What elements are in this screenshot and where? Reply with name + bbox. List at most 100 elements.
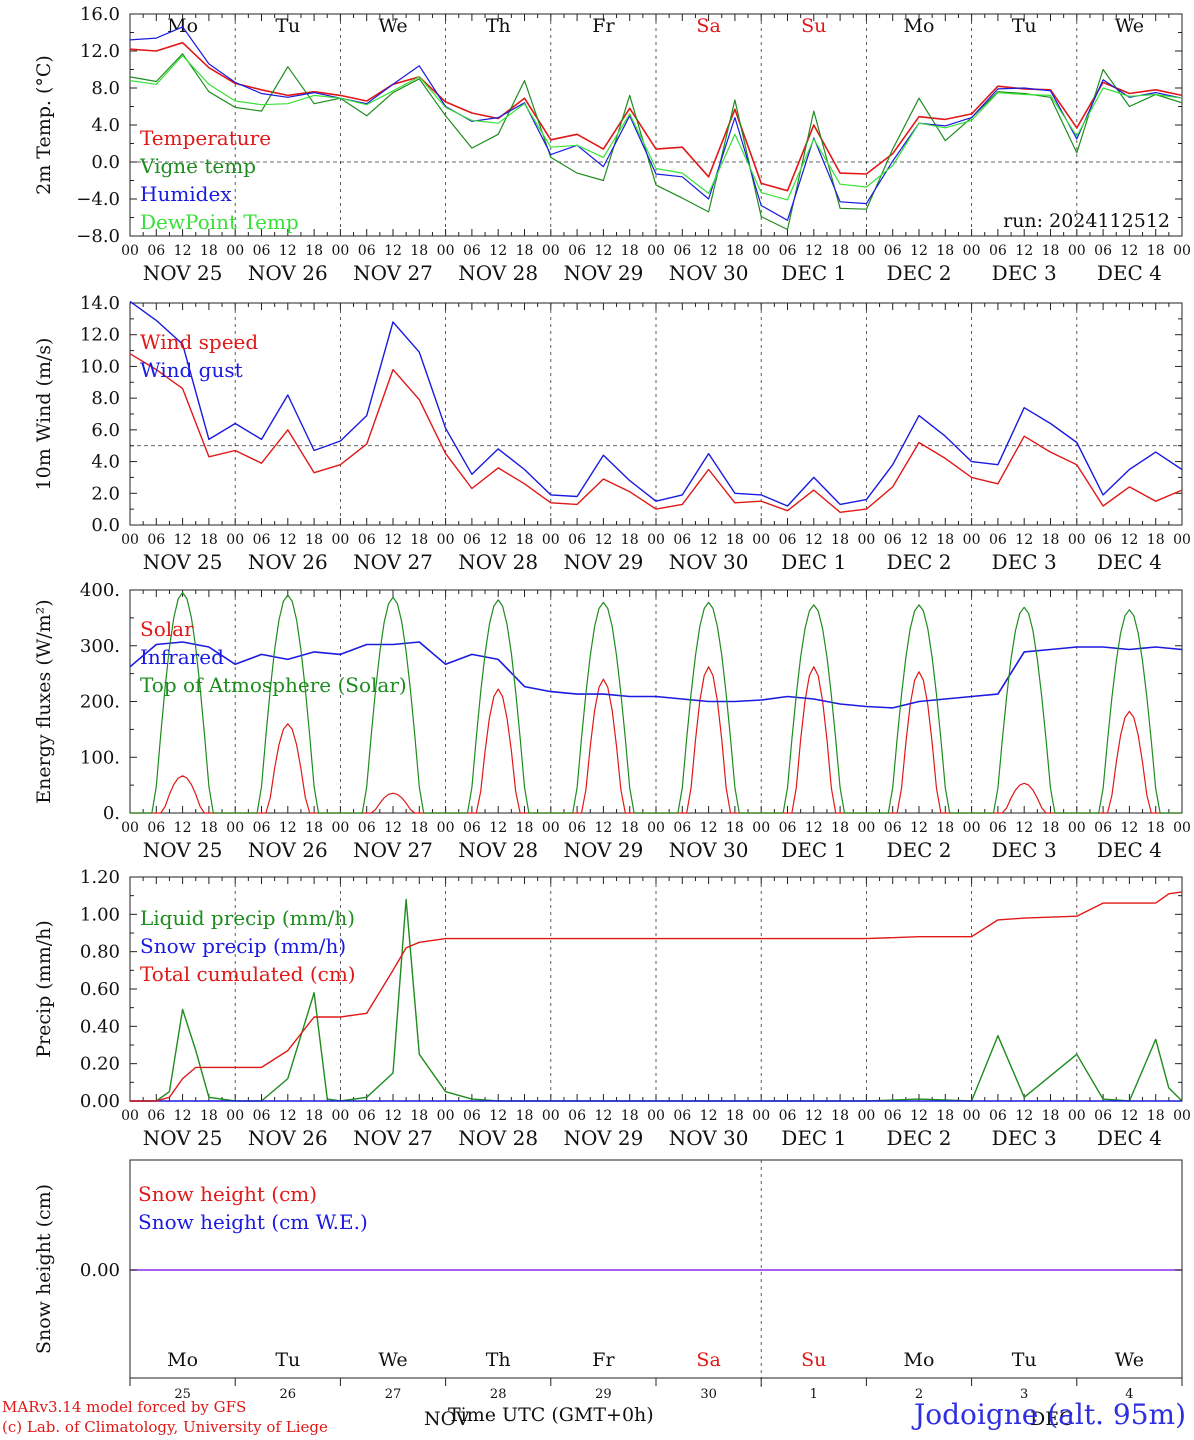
y-tick-label: −8.0 xyxy=(76,226,120,247)
x-hour-tick-label: 12 xyxy=(1015,1108,1033,1124)
day-number-label: 2 xyxy=(915,1387,923,1402)
x-hour-tick-label: 18 xyxy=(305,532,323,548)
x-hour-tick-label: 18 xyxy=(726,243,744,259)
x-hour-tick-label: 00 xyxy=(963,1108,981,1124)
x-hour-tick-label: 18 xyxy=(410,1108,428,1124)
x-hour-tick-label: 18 xyxy=(936,532,954,548)
x-hour-tick-label: 06 xyxy=(884,1108,902,1124)
x-hour-tick-label: 06 xyxy=(253,1108,271,1124)
weekday-label: We xyxy=(1115,15,1144,37)
x-hour-tick-label: 12 xyxy=(805,532,823,548)
x-hour-tick-label: 18 xyxy=(1042,532,1060,548)
y-tick-label: 1.00 xyxy=(80,904,120,925)
x-date-label: NOV 25 xyxy=(143,550,223,574)
day-number-label: 1 xyxy=(810,1387,818,1402)
x-hour-tick-label: 18 xyxy=(410,820,428,836)
x-hour-tick-label: 00 xyxy=(1068,1108,1086,1124)
x-hour-tick-label: 12 xyxy=(384,532,402,548)
x-hour-tick-label: 06 xyxy=(463,820,481,836)
x-hour-tick-label: 12 xyxy=(910,1108,928,1124)
x-hour-tick-label: 00 xyxy=(647,1108,665,1124)
y-axis-label: Energy fluxes (W/m²) xyxy=(33,599,55,803)
x-hour-tick-label: 18 xyxy=(305,243,323,259)
y-tick-label: 8.0 xyxy=(91,388,120,409)
legend-entry: Wind gust xyxy=(140,358,243,382)
x-hour-tick-label: 00 xyxy=(226,243,244,259)
x-hour-tick-label: 00 xyxy=(1068,532,1086,548)
x-hour-tick-label: 12 xyxy=(1015,532,1033,548)
x-hour-tick-label: 00 xyxy=(331,532,349,548)
y-tick-label: 100. xyxy=(80,747,120,768)
x-hour-tick-label: 06 xyxy=(1094,820,1112,836)
x-hour-tick-label: 12 xyxy=(279,532,297,548)
x-date-label: NOV 29 xyxy=(564,838,644,862)
x-hour-tick-label: 18 xyxy=(410,532,428,548)
legend-entry: Solar xyxy=(140,617,194,641)
x-hour-tick-label: 06 xyxy=(463,532,481,548)
x-hour-tick-label: 00 xyxy=(857,532,875,548)
x-hour-tick-label: 00 xyxy=(752,243,770,259)
x-hour-tick-label: 18 xyxy=(936,1108,954,1124)
legend-entry: Snow height (cm) xyxy=(138,1182,317,1206)
x-hour-tick-label: 00 xyxy=(542,820,560,836)
x-hour-tick-label: 12 xyxy=(594,1108,612,1124)
day-number-label: 4 xyxy=(1125,1387,1133,1402)
y-tick-label: 300. xyxy=(80,636,120,657)
x-date-label: NOV 27 xyxy=(353,838,433,862)
x-hour-tick-label: 00 xyxy=(1068,243,1086,259)
legend-entry: Total cumulated (cm) xyxy=(140,962,356,986)
x-hour-tick-label: 12 xyxy=(279,1108,297,1124)
x-date-label: NOV 30 xyxy=(669,550,749,574)
x-date-label: NOV 29 xyxy=(564,550,644,574)
x-hour-tick-label: 00 xyxy=(1173,532,1191,548)
x-hour-tick-label: 18 xyxy=(621,1108,639,1124)
weekday-label: Sa xyxy=(696,1349,720,1371)
y-tick-label: 2.0 xyxy=(91,483,120,504)
y-tick-label: 12.0 xyxy=(80,325,120,346)
x-hour-tick-label: 12 xyxy=(700,1108,718,1124)
x-date-label: NOV 30 xyxy=(669,261,749,285)
x-hour-tick-label: 18 xyxy=(516,820,534,836)
y-axis-label: 2m Temp. (°C) xyxy=(33,55,55,195)
weekday-label: Mo xyxy=(167,1349,198,1371)
day-number-label: 26 xyxy=(280,1387,297,1402)
x-date-label: NOV 26 xyxy=(248,550,328,574)
x-hour-tick-label: 00 xyxy=(437,820,455,836)
x-hour-tick-label: 18 xyxy=(410,243,428,259)
weekday-label: Tu xyxy=(275,15,300,37)
x-hour-tick-label: 00 xyxy=(226,1108,244,1124)
x-hour-tick-label: 00 xyxy=(226,820,244,836)
x-date-label: NOV 30 xyxy=(669,1126,749,1150)
x-hour-tick-label: 12 xyxy=(594,243,612,259)
x-hour-tick-label: 00 xyxy=(121,532,139,548)
x-hour-tick-label: 00 xyxy=(542,1108,560,1124)
x-hour-tick-label: 06 xyxy=(989,532,1007,548)
weekday-label: Th xyxy=(486,15,511,37)
x-hour-tick-label: 06 xyxy=(568,820,586,836)
x-hour-tick-label: 06 xyxy=(989,1108,1007,1124)
x-hour-tick-label: 00 xyxy=(542,243,560,259)
x-hour-tick-label: 06 xyxy=(147,243,165,259)
x-hour-tick-label: 18 xyxy=(305,820,323,836)
x-hour-tick-label: 00 xyxy=(331,1108,349,1124)
y-tick-label: 200. xyxy=(80,692,120,713)
y-axis-label: Snow height (cm) xyxy=(33,1184,55,1354)
x-hour-tick-label: 00 xyxy=(331,243,349,259)
y-tick-label: 10.0 xyxy=(80,356,120,377)
x-hour-tick-label: 06 xyxy=(989,243,1007,259)
x-date-label: NOV 29 xyxy=(564,1126,644,1150)
x-hour-tick-label: 12 xyxy=(1120,1108,1138,1124)
x-hour-tick-label: 12 xyxy=(1120,820,1138,836)
y-tick-label: 4.0 xyxy=(91,115,120,136)
legend-entry: Liquid precip (mm/h) xyxy=(140,906,355,930)
legend-entry: Snow precip (mm/h) xyxy=(140,934,346,958)
x-hour-tick-label: 00 xyxy=(121,820,139,836)
x-hour-tick-label: 00 xyxy=(1173,1108,1191,1124)
x-hour-tick-label: 06 xyxy=(147,532,165,548)
weekday-label: Tu xyxy=(1012,15,1037,37)
x-date-label: NOV 26 xyxy=(248,1126,328,1150)
panel-frame-1 xyxy=(129,13,1183,237)
x-date-label: DEC 4 xyxy=(1097,261,1162,285)
weekday-label: Su xyxy=(801,1349,826,1371)
y-tick-label: 0.60 xyxy=(80,979,120,1000)
